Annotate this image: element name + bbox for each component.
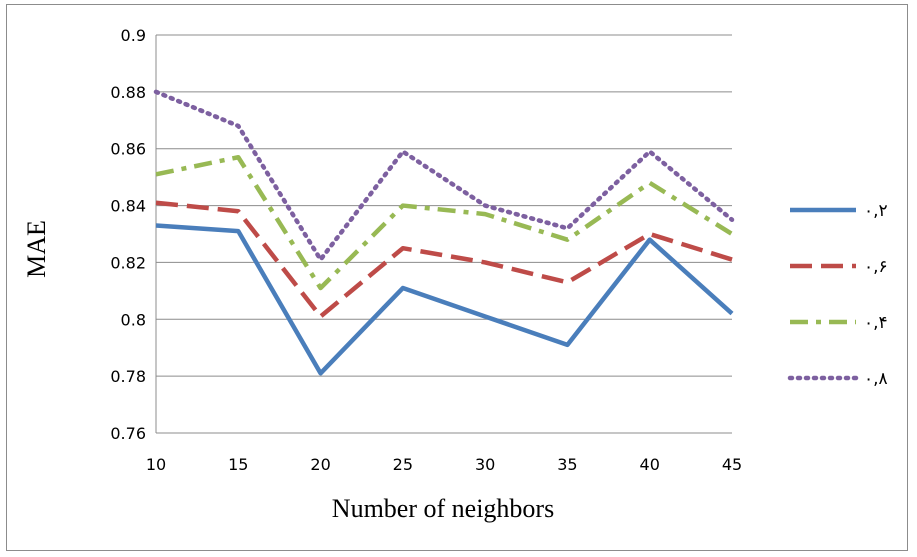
series-line-4 bbox=[153, 89, 735, 262]
y-tick-label: 0.78 bbox=[110, 367, 146, 386]
series-lines bbox=[153, 89, 735, 376]
chart-frame: 0.76 0.78 0.8 0.82 0.84 0.86 0.88 0.9 10 15 20 25 3… bbox=[6, 4, 908, 551]
x-axis-title: Number of neighbors bbox=[332, 494, 554, 523]
y-axis-ticks: 0.76 0.78 0.8 0.82 0.84 0.86 0.88 0.9 bbox=[110, 26, 146, 443]
y-tick-label: 0.88 bbox=[110, 83, 146, 102]
y-tick-label: 0.76 bbox=[110, 424, 146, 443]
x-tick-label: 25 bbox=[393, 455, 413, 474]
line-chart: 0.76 0.78 0.8 0.82 0.84 0.86 0.88 0.9 10 15 20 25 3… bbox=[22, 26, 888, 523]
y-tick-label: 0.82 bbox=[110, 253, 146, 272]
y-axis-title: MAE bbox=[22, 220, 51, 278]
x-tick-label: 35 bbox=[557, 455, 577, 474]
legend-label: ۰,۸ bbox=[864, 369, 888, 389]
series-line-3 bbox=[155, 154, 734, 291]
series-line-2 bbox=[155, 200, 733, 319]
x-axis-ticks: 10 15 20 25 30 35 40 45 bbox=[146, 455, 742, 474]
legend: ۰,۲ ۰,۶ ۰,۴ ۰,۸ bbox=[787, 201, 888, 389]
legend-label: ۰,۲ bbox=[864, 201, 888, 221]
x-tick-label: 20 bbox=[310, 455, 330, 474]
x-tick-label: 15 bbox=[228, 455, 248, 474]
y-tick-label: 0.86 bbox=[110, 140, 146, 159]
legend-label: ۰,۴ bbox=[864, 313, 888, 333]
legend-label: ۰,۶ bbox=[864, 257, 888, 277]
y-tick-label: 0.84 bbox=[110, 197, 146, 216]
y-tick-label: 0.9 bbox=[121, 26, 146, 45]
x-tick-label: 40 bbox=[640, 455, 660, 474]
series-line-1 bbox=[155, 223, 734, 376]
y-tick-label: 0.8 bbox=[121, 310, 146, 329]
x-tick-label: 30 bbox=[475, 455, 495, 474]
x-tick-label: 10 bbox=[146, 455, 166, 474]
x-tick-label: 45 bbox=[722, 455, 742, 474]
